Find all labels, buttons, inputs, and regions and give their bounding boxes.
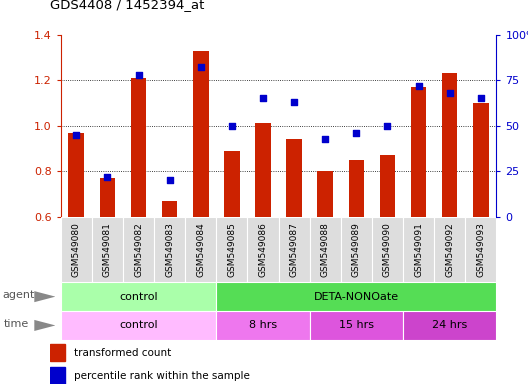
Point — [134, 72, 143, 78]
Bar — [154, 217, 185, 282]
Bar — [279, 217, 309, 282]
Point — [477, 95, 485, 101]
Bar — [473, 103, 488, 217]
Point — [414, 83, 423, 89]
Bar — [309, 217, 341, 282]
Bar — [123, 217, 154, 282]
Text: 15 hrs: 15 hrs — [339, 320, 374, 331]
Text: GSM549093: GSM549093 — [476, 222, 485, 277]
Bar — [255, 124, 271, 217]
Bar — [61, 311, 216, 340]
Bar — [224, 151, 240, 217]
Bar — [216, 217, 248, 282]
Bar — [216, 311, 309, 340]
Polygon shape — [34, 291, 55, 302]
Bar — [248, 217, 279, 282]
Bar — [341, 217, 372, 282]
Text: GSM549084: GSM549084 — [196, 222, 205, 277]
Bar — [317, 171, 333, 217]
Point — [165, 177, 174, 184]
Text: percentile rank within the sample: percentile rank within the sample — [74, 371, 250, 381]
Bar — [348, 160, 364, 217]
Bar — [434, 217, 465, 282]
Text: GSM549082: GSM549082 — [134, 222, 143, 277]
Point — [196, 65, 205, 71]
Text: time: time — [4, 318, 30, 329]
Bar — [372, 217, 403, 282]
Bar — [50, 367, 65, 384]
Point — [321, 136, 329, 142]
Bar — [61, 282, 216, 311]
Text: GSM549089: GSM549089 — [352, 222, 361, 277]
Bar — [92, 217, 123, 282]
Text: 24 hrs: 24 hrs — [432, 320, 467, 331]
Text: GSM549083: GSM549083 — [165, 222, 174, 277]
Text: DETA-NONOate: DETA-NONOate — [314, 291, 399, 302]
Text: GSM549081: GSM549081 — [103, 222, 112, 277]
Point — [383, 123, 392, 129]
Bar — [380, 156, 395, 217]
Text: agent: agent — [3, 290, 35, 300]
Polygon shape — [34, 320, 55, 331]
Text: 8 hrs: 8 hrs — [249, 320, 277, 331]
Bar — [100, 178, 115, 217]
Text: GSM549087: GSM549087 — [289, 222, 298, 277]
Point — [290, 99, 298, 105]
Bar — [61, 217, 92, 282]
Point — [259, 95, 267, 101]
Point — [103, 174, 111, 180]
Text: GSM549092: GSM549092 — [445, 222, 454, 277]
Bar — [50, 344, 65, 361]
Text: GSM549086: GSM549086 — [259, 222, 268, 277]
Bar — [69, 132, 84, 217]
Bar — [185, 217, 216, 282]
Text: control: control — [119, 291, 158, 302]
Bar — [193, 51, 209, 217]
Text: control: control — [119, 320, 158, 331]
Text: GSM549080: GSM549080 — [72, 222, 81, 277]
Point — [228, 123, 236, 129]
Bar — [411, 87, 426, 217]
Text: GSM549085: GSM549085 — [228, 222, 237, 277]
Text: GSM549088: GSM549088 — [320, 222, 329, 277]
Text: GSM549090: GSM549090 — [383, 222, 392, 277]
Bar — [403, 217, 434, 282]
Bar — [216, 282, 496, 311]
Bar — [442, 73, 457, 217]
Bar — [162, 201, 177, 217]
Text: GDS4408 / 1452394_at: GDS4408 / 1452394_at — [50, 0, 204, 12]
Bar — [309, 311, 403, 340]
Bar — [465, 217, 496, 282]
Text: GSM549091: GSM549091 — [414, 222, 423, 277]
Text: transformed count: transformed count — [74, 348, 172, 358]
Point — [446, 90, 454, 96]
Point — [72, 132, 80, 138]
Bar — [131, 78, 146, 217]
Bar — [403, 311, 496, 340]
Bar — [286, 139, 302, 217]
Point — [352, 130, 361, 136]
